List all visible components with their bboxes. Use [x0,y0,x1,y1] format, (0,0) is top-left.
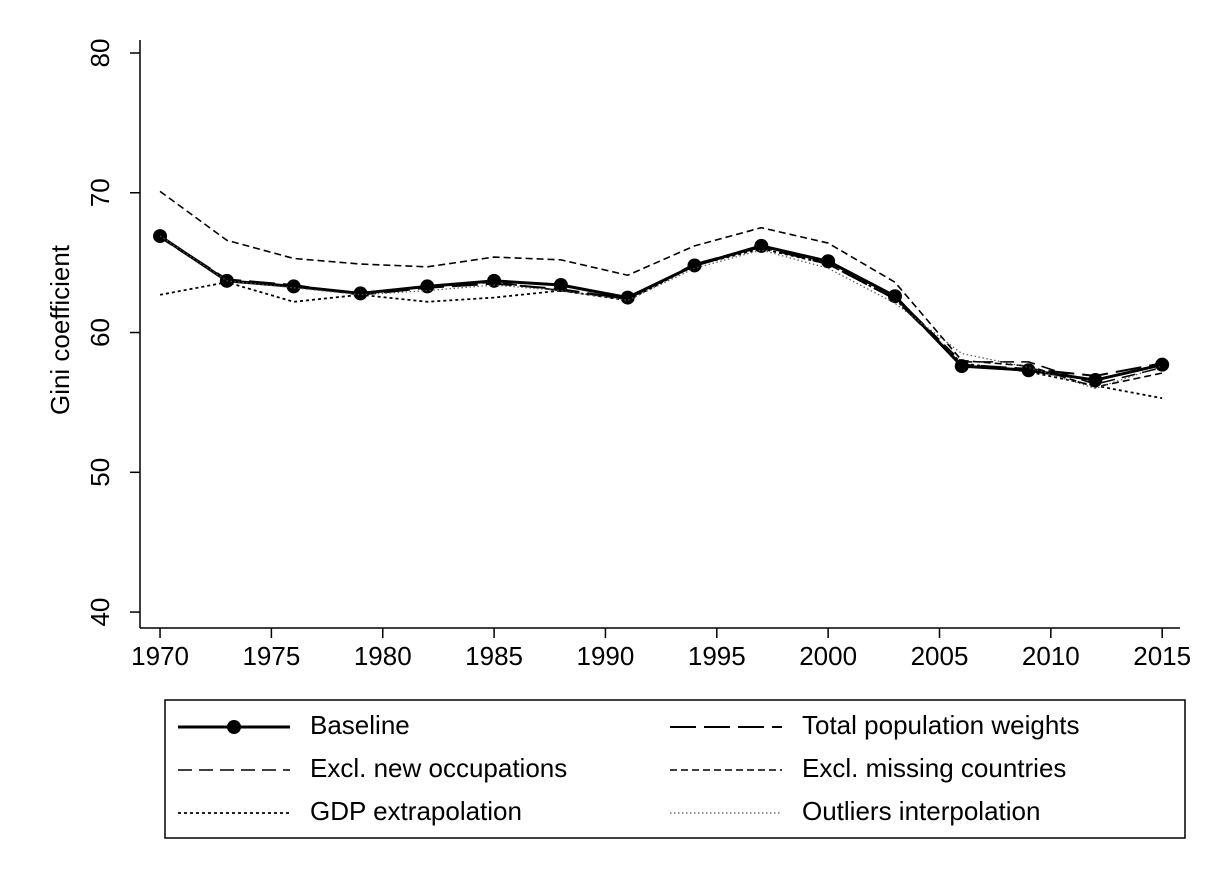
x-tick-label: 2010 [1022,641,1080,671]
legend-box [164,699,1186,839]
x-tick-label: 2000 [799,641,857,671]
x-tick-label: 1970 [131,641,189,671]
series-marker [887,289,902,304]
series-line [159,235,1163,390]
series-line [159,247,1163,400]
series-line [159,190,1163,388]
series-line [159,236,1163,386]
legend-label: GDP extrapolation [310,796,522,826]
series-marker [487,273,502,288]
x-tick-label: 2015 [1133,641,1191,671]
y-tick-label: 70 [85,178,115,207]
y-tick-label: 40 [85,598,115,627]
legend-label: Total population weights [802,710,1080,740]
x-tick-label: 1980 [354,641,412,671]
x-tick-label: 1990 [577,641,635,671]
series-marker [286,279,301,294]
x-tick-label: 1985 [465,641,523,671]
legend-marker [227,720,241,734]
y-tick-label: 60 [85,318,115,347]
x-tick-label: 2005 [911,641,969,671]
series-marker [1155,357,1170,372]
legend-label: Outliers interpolation [802,796,1040,826]
y-tick-label: 80 [85,39,115,68]
x-tick-label: 1995 [688,641,746,671]
legend-label: Excl. new occupations [310,753,567,783]
series-marker [620,290,635,305]
x-tick-label: 1975 [242,641,300,671]
legend-label: Baseline [310,710,410,740]
y-axis-label: Gini coefficient [45,244,75,415]
legend-label: Excl. missing countries [802,753,1066,783]
y-tick-label: 50 [85,458,115,487]
